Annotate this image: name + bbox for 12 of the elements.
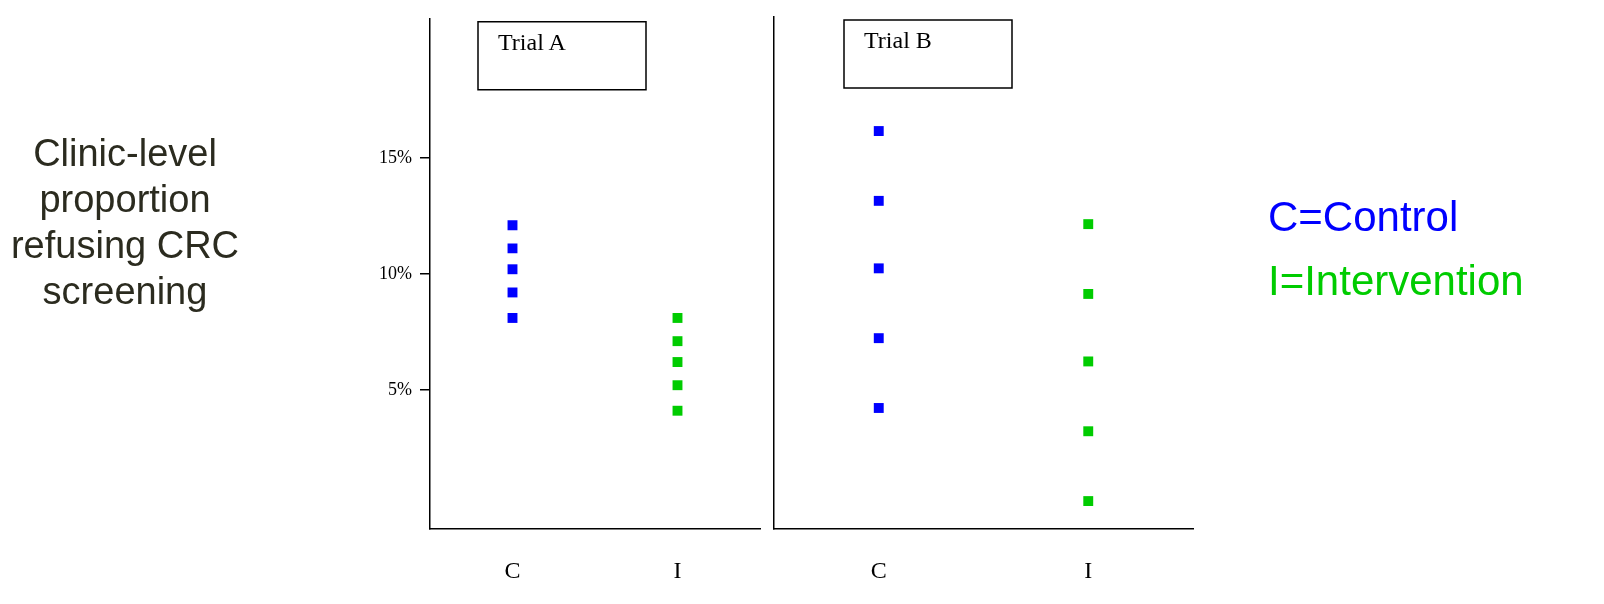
x-tick-label: C <box>504 556 521 583</box>
y-tick-label: 10% <box>379 262 412 283</box>
text: I=Intervention <box>1268 256 1524 306</box>
x-tick-label: C <box>870 556 887 583</box>
x-tick-label: I <box>1084 556 1093 583</box>
x-tick-label: I <box>673 556 682 583</box>
chart-title: Trial A <box>498 29 567 56</box>
chart-title: Trial B <box>864 27 932 54</box>
y-tick-label: 15% <box>379 146 412 167</box>
y-tick-label: 5% <box>388 378 412 399</box>
text: C=Control <box>1268 192 1460 242</box>
y-axis-title: Clinic-level proportion refusing CRC screening <box>9 131 241 314</box>
